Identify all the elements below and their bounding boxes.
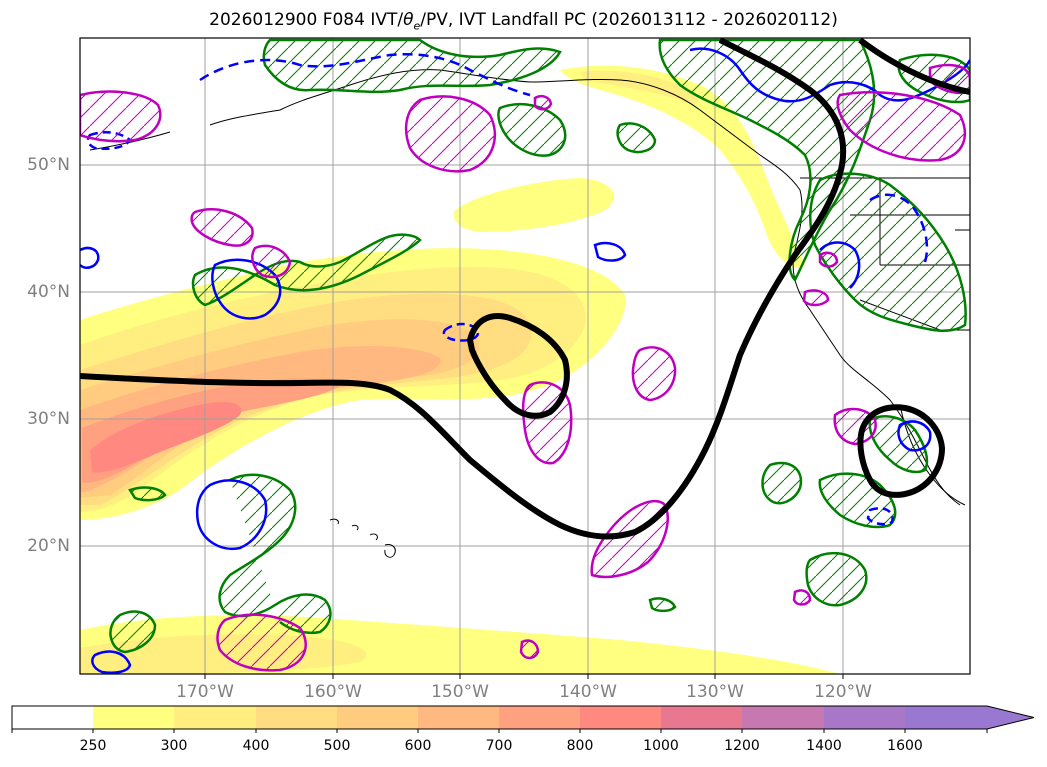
magenta-contour-gulf [404, 95, 497, 173]
green-contour-central-2 [218, 473, 332, 635]
colorbar-outline [11, 705, 1035, 730]
colorbar-tick-400: 400 [242, 738, 270, 754]
green-contour-central-1 [191, 233, 422, 307]
magenta-contour-small-4 [818, 251, 839, 268]
blue-contour-coast [819, 241, 861, 289]
colorbar-segment-700-800 [499, 706, 580, 729]
magenta-contour-small-1 [519, 639, 540, 660]
blue-contour-west-3 [91, 650, 132, 674]
lon-label-140w: 140°W [559, 682, 617, 702]
lat-label-20n: 20°N [27, 536, 70, 556]
colorbar-tick-1200: 1200 [724, 738, 760, 754]
colorbar-tick-1400: 1400 [806, 738, 842, 754]
landfall-pc-contour [80, 38, 970, 540]
ivt-250-band-north [560, 65, 805, 269]
colorbar-segment-1400-1600 [824, 706, 905, 729]
blue-contour-west-4 [80, 246, 100, 269]
colorbar-tick-500: 500 [323, 738, 351, 754]
blue-contour-bc [689, 47, 970, 103]
figure-title: 2026012900 F084 IVT/θe/PV, IVT Landfall … [0, 10, 1047, 32]
green-contour-pnw [809, 172, 967, 332]
colorbar-tick-600: 600 [404, 738, 432, 754]
colorbar-segment-500-600 [337, 706, 418, 729]
blue-contour-dashed-2 [86, 131, 132, 150]
magenta-contour-ne [836, 91, 967, 162]
lat-label-50n: 50°N [27, 155, 70, 175]
magenta-contour-nw [80, 90, 162, 143]
ivt-250-patch-central [453, 178, 615, 232]
map-frame [79, 37, 971, 675]
colorbar-ticks [11, 729, 988, 733]
landfall-loop-baja [857, 404, 946, 498]
hawaii-islands [329, 518, 396, 558]
lon-ticks [204, 674, 844, 679]
blue-contour-mid [593, 241, 627, 262]
green-contour-mid-1 [616, 122, 657, 154]
lon-label-150w: 150°W [431, 682, 489, 702]
green-contour-east-2 [805, 552, 868, 607]
lat-label-30n: 30°N [27, 409, 70, 429]
magenta-contour-small-2 [792, 589, 812, 606]
colorbar-tick-700: 700 [485, 738, 513, 754]
blue-contour-baja [897, 420, 932, 452]
title-suffix: /PV, IVT Landfall PC (2026013112 - 20260… [420, 10, 838, 30]
magenta-contour-west-1 [190, 208, 254, 247]
green-contour-mid-3 [648, 597, 677, 613]
ivt-magenta-contours [80, 63, 970, 672]
lon-label-120w: 120°W [814, 682, 872, 702]
colorbar-tick-1600: 1600 [887, 738, 923, 754]
blue-contour-alaska [199, 53, 531, 97]
blue-contour-pnw [869, 193, 929, 263]
landfall-ne-line [858, 38, 970, 95]
colorbar-segment-600-700 [418, 706, 499, 729]
magenta-contour-small-3 [533, 95, 553, 111]
magenta-contour-center-2 [631, 346, 677, 402]
colorbar-tick-800: 800 [566, 738, 594, 754]
ivt-800-band [90, 402, 242, 473]
title-theta: θ [403, 10, 414, 30]
green-contour-central-3 [109, 610, 157, 654]
colorbar-segment-above-1600 [905, 706, 987, 729]
blue-contour-se [866, 507, 894, 526]
lat-label-40n: 40°N [27, 282, 70, 302]
blue-contour-west-2 [195, 479, 268, 551]
colorbar-segment-1000-1200 [661, 706, 742, 729]
green-contour-baja [868, 415, 929, 474]
colorbar [11, 705, 1035, 733]
green-contour-mid-4 [128, 486, 167, 502]
magenta-contour-sw [216, 613, 307, 672]
lon-label-130w: 130°W [686, 682, 744, 702]
landfall-main-line [80, 38, 847, 540]
magenta-contour-west-2 [251, 244, 292, 279]
colorbar-tick-300: 300 [160, 738, 188, 754]
lon-label-170w: 170°W [176, 682, 234, 702]
colorbar-segment-300-400 [174, 706, 256, 729]
colorbar-segment-1200-1400 [742, 706, 824, 729]
colorbar-segment-800-1000 [580, 706, 661, 729]
lon-label-160w: 160°W [304, 682, 362, 702]
colorbar-segment-below-250 [12, 706, 93, 729]
colorbar-segment-400-500 [256, 706, 337, 729]
magenta-contour-small-5 [802, 289, 830, 307]
ivt-300-band-north [580, 70, 699, 104]
colorbar-extend-arrow [987, 706, 1034, 729]
colorbar-segment-250-300 [93, 706, 174, 729]
green-contour-east-1 [761, 461, 803, 505]
map-area [80, 38, 970, 674]
colorbar-tick-250: 250 [79, 738, 107, 754]
title-subscript: e [413, 19, 421, 33]
title-prefix: 2026012900 F084 IVT/ [209, 10, 404, 30]
colorbar-tick-1000: 1000 [643, 738, 679, 754]
landfall-loop-center [466, 313, 570, 419]
